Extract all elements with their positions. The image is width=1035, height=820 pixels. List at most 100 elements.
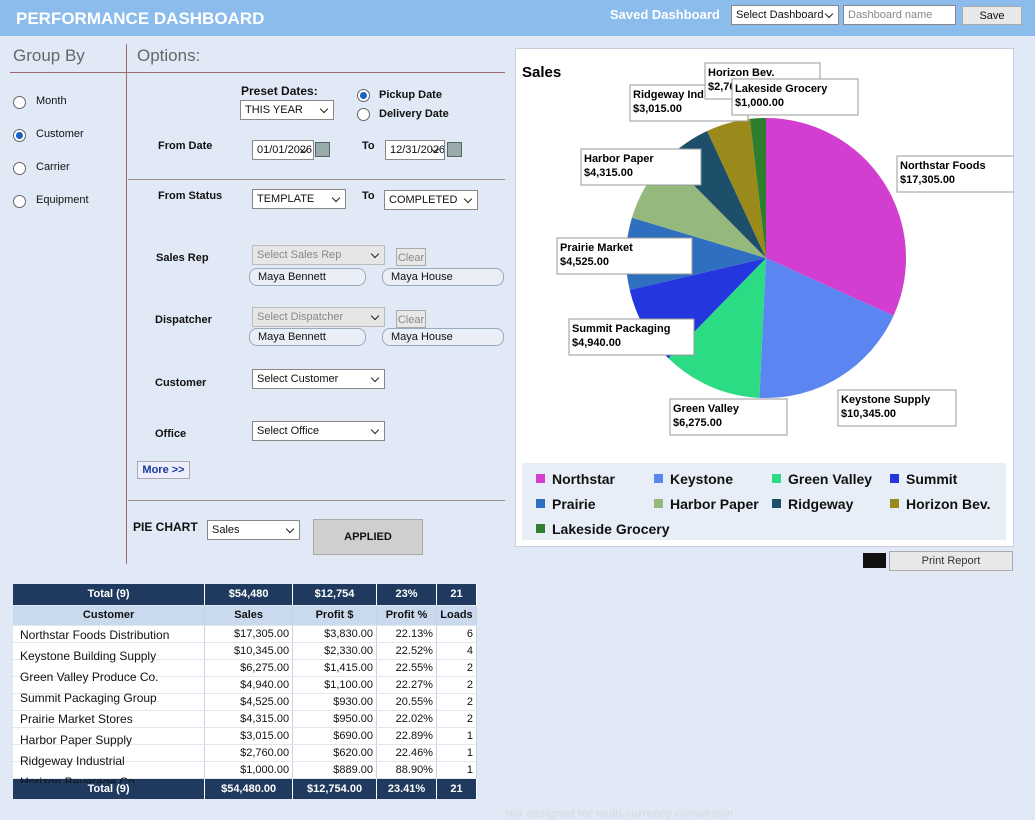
- callout-name: Harbor Paper: [584, 153, 654, 165]
- dashboard-name-input[interactable]: Dashboard name: [843, 5, 956, 25]
- dashboard-select[interactable]: Select Dashboard: [731, 5, 839, 25]
- table-cell: 22.52%: [376, 642, 437, 660]
- radio-label[interactable]: Equipment: [36, 194, 89, 206]
- table-row: $4,315.00 $950.00 22.02% 2: [13, 710, 478, 728]
- callout-box: [669, 398, 788, 436]
- status-select[interactable]: TEMPLATE: [252, 189, 346, 209]
- radio[interactable]: [13, 96, 26, 109]
- customer-name: Northstar Foods Distribution: [20, 628, 170, 642]
- table-cell: 2: [436, 676, 478, 694]
- table-cell: 22.13%: [376, 625, 437, 643]
- customer-name: Ridgeway Industrial: [20, 754, 125, 768]
- table-cell: 22.55%: [376, 659, 437, 677]
- table-row: Total (9) $54,480 $12,754 23% 21: [13, 584, 478, 606]
- sales-rep-select[interactable]: Select Sales Rep: [252, 245, 385, 265]
- table-cell: 1: [436, 744, 478, 762]
- pie-slice: [707, 118, 766, 258]
- group-by-title: Group By: [13, 46, 85, 65]
- legend-swatch: [772, 499, 781, 508]
- table-cell: $620.00: [292, 744, 378, 762]
- pie-slice: [668, 258, 766, 398]
- save-button[interactable]: Save: [962, 6, 1022, 25]
- radio[interactable]: [357, 108, 370, 121]
- pie-chart: Sales Northstar Foods $17,305.00 Keystone …: [522, 62, 1018, 540]
- table-cell: Loads: [436, 605, 478, 626]
- pie-metric-select[interactable]: Sales: [207, 520, 300, 540]
- table-row: $10,345.00 $2,330.00 22.52% 4: [13, 642, 478, 660]
- rep-pill[interactable]: Maya House: [382, 268, 504, 286]
- radio[interactable]: [13, 162, 26, 175]
- table-cell: Sales: [204, 605, 294, 626]
- clear-button[interactable]: Clear: [396, 248, 426, 266]
- office-select[interactable]: Select Office: [252, 421, 385, 441]
- radio[interactable]: [13, 195, 26, 208]
- table-cell: $54,480: [204, 584, 294, 606]
- divider: [10, 72, 505, 73]
- more-button[interactable]: More >>: [137, 461, 190, 479]
- table-cell: 1: [436, 761, 478, 779]
- dispatcher-select[interactable]: Select Dispatcher: [252, 307, 385, 327]
- preset-select[interactable]: THIS YEAR: [240, 100, 334, 120]
- table-cell: [13, 659, 206, 677]
- legend-label: Lakeside Grocery: [552, 521, 670, 537]
- calendar-icon[interactable]: [447, 142, 462, 157]
- table-cell: $690.00: [292, 727, 378, 745]
- table-cell: 22.89%: [376, 727, 437, 745]
- legend-swatch: [654, 499, 663, 508]
- table-row: $4,525.00 $930.00 20.55% 2: [13, 693, 478, 711]
- clear-button[interactable]: Clear: [396, 310, 426, 328]
- table-row: $1,000.00 $889.00 88.90% 1: [13, 761, 478, 779]
- preset-label: Preset Dates:: [241, 84, 318, 98]
- radio[interactable]: [13, 129, 26, 142]
- legend-label: Summit: [906, 471, 958, 487]
- calendar-icon[interactable]: [315, 142, 330, 157]
- customer-select[interactable]: Select Customer: [252, 369, 385, 389]
- legend-swatch: [654, 474, 663, 483]
- callout-value: $6,275.00: [673, 417, 722, 429]
- table-cell: 22.02%: [376, 710, 437, 728]
- table-cell: Profit $: [292, 605, 378, 626]
- legend-box: [522, 463, 1006, 540]
- status-select[interactable]: COMPLETED: [384, 190, 478, 210]
- radio-label[interactable]: Month: [36, 95, 67, 107]
- table-row: $4,940.00 $1,100.00 22.27% 2: [13, 676, 478, 694]
- callout-box: [556, 237, 693, 275]
- dispatcher-pill[interactable]: Maya House: [382, 328, 504, 346]
- legend-label: Horizon Bev.: [906, 496, 991, 512]
- chart-title: Sales: [522, 64, 561, 81]
- callout-value: $1,000.00: [735, 97, 784, 109]
- data-table: Total (9) $54,480 $12,754 23% 21 Customer Sale…: [13, 584, 478, 800]
- table-row: Customer Sales Profit $ Profit % Loads: [13, 605, 478, 626]
- callout-name: Keystone Supply: [841, 394, 931, 406]
- field-label: Customer: [155, 377, 207, 389]
- table-cell: [13, 710, 206, 728]
- callout-name: Prairie Market: [560, 242, 633, 254]
- table-cell: 22.27%: [376, 676, 437, 694]
- table-row: $2,760.00 $620.00 22.46% 1: [13, 744, 478, 762]
- pie-slice: [759, 258, 894, 398]
- callout-value: $4,525.00: [560, 256, 609, 268]
- field-label: To: [362, 190, 375, 202]
- email-icon[interactable]: [863, 553, 886, 568]
- radio-label[interactable]: Delivery Date: [379, 108, 449, 120]
- applied-button[interactable]: APPLIED: [313, 519, 423, 555]
- date-input[interactable]: 01/01/2026: [252, 140, 314, 160]
- table-cell: 6: [436, 625, 478, 643]
- footer-note: Not designed for multi-currency conversi…: [505, 808, 734, 820]
- callout-name: Horizon Bev.: [708, 67, 774, 79]
- table-cell: $12,754.00: [292, 778, 378, 800]
- table-cell: [13, 761, 206, 779]
- callout-name: Summit Packaging: [572, 323, 670, 335]
- date-input[interactable]: 12/31/2026: [385, 140, 445, 160]
- table-cell: 21: [436, 778, 478, 800]
- print-report-button[interactable]: Print Report: [889, 551, 1013, 571]
- dispatcher-pill[interactable]: Maya Bennett: [249, 328, 366, 346]
- radio[interactable]: [357, 89, 370, 102]
- radio-label[interactable]: Customer: [36, 128, 84, 140]
- rep-pill[interactable]: Maya Bennett: [249, 268, 366, 286]
- table-cell: $2,760.00: [204, 744, 294, 762]
- radio-label[interactable]: Carrier: [36, 161, 70, 173]
- table-cell: 1: [436, 727, 478, 745]
- table-row: $3,015.00 $690.00 22.89% 1: [13, 727, 478, 745]
- radio-label[interactable]: Pickup Date: [379, 89, 442, 101]
